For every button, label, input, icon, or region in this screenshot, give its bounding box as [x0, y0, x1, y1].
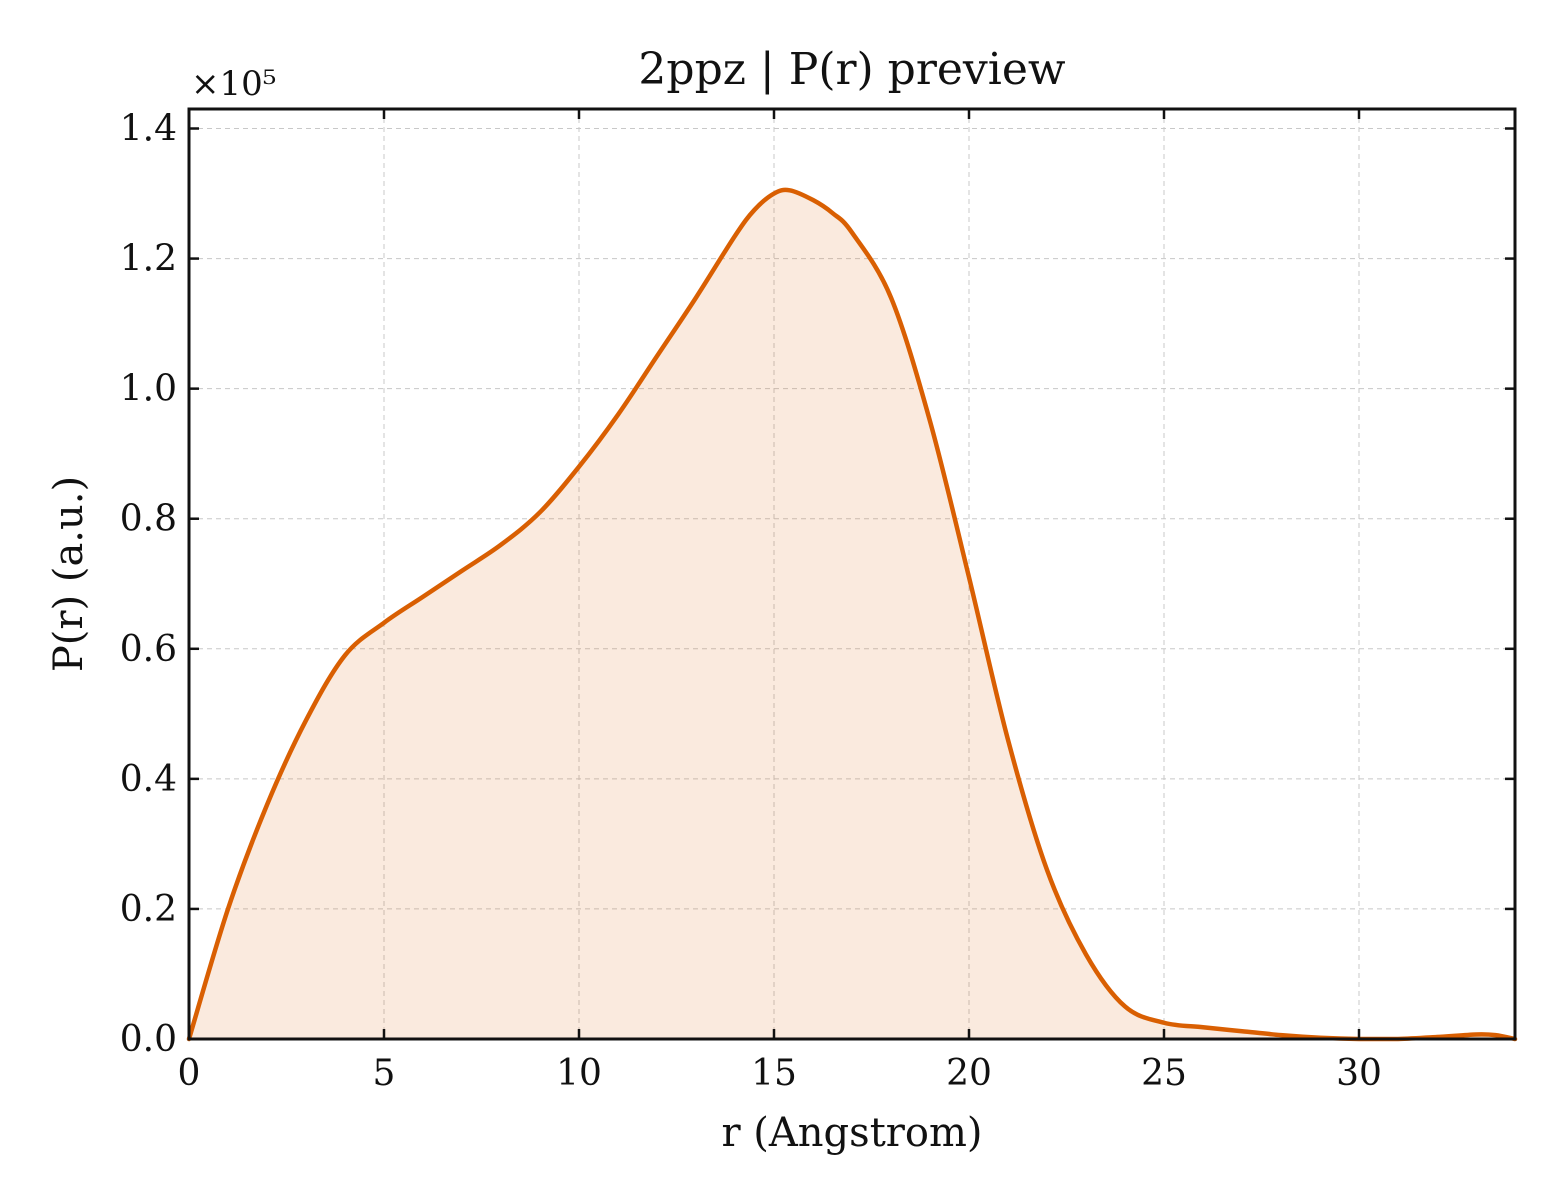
pr-series-line — [186, 187, 1518, 1042]
y-tick-labels: 0.0 0.2 0.4 0.6 0.8 1.0 1.2 1.4 — [120, 109, 177, 1060]
x-tick-label: 25 — [1141, 1053, 1187, 1094]
x-tick-label: 10 — [556, 1053, 602, 1094]
x-tick-label: 30 — [1336, 1053, 1382, 1094]
x-tick-label: 15 — [751, 1053, 797, 1094]
y-offset-label: ×10⁵ — [191, 64, 276, 104]
y-tick-label: 0.2 — [120, 889, 177, 930]
y-tick-label: 0.0 — [120, 1019, 177, 1060]
x-tick-label: 20 — [946, 1053, 992, 1094]
pr-area-fill — [189, 189, 1515, 1039]
y-tick-label: 0.4 — [120, 759, 177, 800]
y-tick-label: 0.6 — [120, 629, 177, 670]
y-tick-label: 1.2 — [120, 239, 177, 280]
y-tick-label: 0.8 — [120, 499, 177, 540]
y-tick-label: 1.4 — [120, 109, 177, 150]
chart-title: 2ppz | P(r) preview — [638, 44, 1065, 95]
plot-frame — [187, 107, 1517, 1041]
y-tick-label: 1.0 — [120, 369, 177, 410]
x-tick-labels: 0 5 10 15 20 25 30 — [178, 1053, 1382, 1094]
x-axis-label: r (Angstrom) — [721, 1110, 982, 1156]
x-tick-label: 5 — [373, 1053, 396, 1094]
y-axis-label: P(r) (a.u.) — [46, 476, 92, 672]
ticks — [187, 109, 1515, 1041]
x-tick-label: 0 — [178, 1053, 201, 1094]
grid — [189, 109, 1515, 1039]
